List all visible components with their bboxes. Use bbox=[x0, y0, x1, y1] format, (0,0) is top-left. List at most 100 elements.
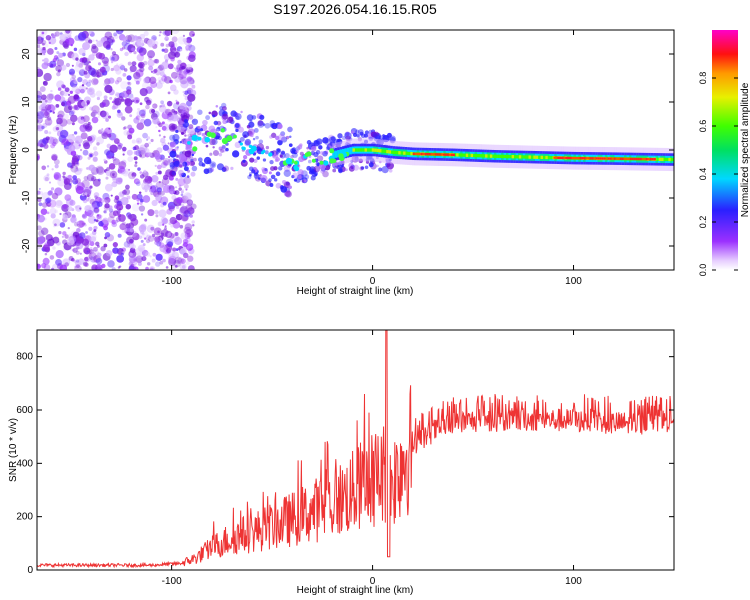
heatmap-cell bbox=[115, 68, 122, 75]
heatmap-cell bbox=[89, 198, 96, 205]
heatmap-cell bbox=[668, 157, 671, 162]
heatmap-cell bbox=[381, 149, 384, 153]
heatmap-cell bbox=[101, 132, 109, 140]
heatmap-cell bbox=[75, 259, 80, 263]
heatmap-cell bbox=[74, 135, 83, 144]
heatmap-cell bbox=[62, 258, 71, 267]
heatmap-cell bbox=[285, 157, 293, 165]
heatmap-cell bbox=[96, 74, 100, 78]
heatmap-cell bbox=[89, 154, 93, 158]
heatmap-cell bbox=[92, 78, 99, 85]
spectrogram-y-ticks: -20 -10 0 10 20 bbox=[21, 48, 674, 253]
heatmap-cell bbox=[138, 144, 148, 153]
heatmap-cell bbox=[555, 156, 558, 159]
heatmap-cell bbox=[205, 115, 211, 121]
heatmap-cell bbox=[81, 222, 85, 226]
heatmap-cell bbox=[163, 135, 166, 139]
heatmap-cell bbox=[77, 31, 87, 41]
heatmap-cell bbox=[88, 226, 93, 232]
heatmap-cell bbox=[311, 158, 316, 163]
heatmap-cell bbox=[212, 114, 216, 118]
heatmap-cell bbox=[166, 100, 173, 107]
heatmap-cell bbox=[160, 100, 164, 105]
heatmap-cell bbox=[41, 42, 45, 46]
heatmap-cell bbox=[589, 157, 592, 160]
heatmap-cell bbox=[147, 235, 155, 242]
heatmap-cell bbox=[114, 80, 120, 85]
heatmap-cell bbox=[559, 156, 562, 160]
heatmap-cell bbox=[177, 59, 182, 65]
heatmap-cell bbox=[149, 267, 154, 270]
heatmap-cell bbox=[304, 174, 310, 180]
heatmap-cell bbox=[44, 43, 49, 48]
heatmap-cell bbox=[150, 109, 156, 114]
heatmap-cell bbox=[132, 175, 136, 179]
heatmap-cell bbox=[661, 157, 664, 162]
heatmap-cell bbox=[320, 151, 324, 155]
heatmap-cell bbox=[102, 40, 111, 49]
snr-panel: 0 200 400 600 800 -100 0 100 Height of straigh… bbox=[8, 329, 675, 596]
heatmap-cell bbox=[133, 150, 138, 155]
heatmap-cell bbox=[148, 65, 154, 71]
heatmap-cell bbox=[354, 148, 358, 152]
heatmap-cell bbox=[127, 168, 131, 171]
heatmap-cell bbox=[69, 199, 76, 206]
heatmap-cell bbox=[348, 165, 355, 172]
heatmap-cell bbox=[122, 126, 126, 130]
heatmap-cell bbox=[93, 207, 100, 213]
heatmap-cell bbox=[400, 151, 404, 155]
heatmap-cell bbox=[280, 186, 288, 193]
heatmap-cell bbox=[420, 152, 423, 156]
heatmap-cell bbox=[643, 157, 646, 161]
heatmap-cell bbox=[202, 119, 208, 126]
heatmap-cell bbox=[60, 64, 67, 71]
heatmap-cell bbox=[119, 65, 126, 71]
heatmap-cell bbox=[112, 158, 120, 166]
heatmap-cell bbox=[152, 117, 160, 125]
heatmap-cell bbox=[118, 95, 123, 101]
heatmap-cell bbox=[110, 56, 115, 61]
heatmap-cell bbox=[37, 67, 41, 72]
heatmap-cell bbox=[275, 182, 282, 189]
heatmap-cell bbox=[84, 241, 90, 248]
heatmap-cell bbox=[137, 261, 142, 266]
heatmap-cell bbox=[82, 115, 90, 123]
heatmap-cell bbox=[239, 142, 243, 146]
heatmap-cell bbox=[123, 130, 130, 136]
heatmap-cell bbox=[91, 77, 99, 86]
heatmap-cell bbox=[139, 174, 145, 179]
heatmap-cell bbox=[65, 198, 74, 206]
heatmap-cell bbox=[73, 47, 78, 52]
heatmap-cell bbox=[151, 199, 158, 207]
heatmap-cell bbox=[76, 227, 81, 233]
heatmap-cell bbox=[251, 115, 257, 120]
heatmap-cell bbox=[102, 102, 106, 107]
heatmap-cell bbox=[398, 151, 401, 155]
heatmap-cell bbox=[41, 62, 49, 70]
heatmap-cell bbox=[360, 166, 365, 170]
heatmap-cell bbox=[64, 262, 69, 267]
heatmap-cell bbox=[155, 126, 158, 129]
heatmap-cell bbox=[258, 139, 264, 144]
heatmap-cell bbox=[53, 171, 61, 179]
heatmap-cell bbox=[37, 111, 45, 120]
heatmap-cell bbox=[85, 167, 89, 170]
heatmap-cell bbox=[172, 247, 177, 252]
heatmap-cell bbox=[149, 266, 156, 270]
heatmap-cell bbox=[70, 216, 77, 223]
heatmap-cell bbox=[143, 60, 148, 66]
heatmap-cell bbox=[120, 252, 124, 256]
heatmap-cell bbox=[76, 168, 80, 172]
heatmap-cell bbox=[487, 154, 491, 158]
heatmap-cell bbox=[72, 78, 76, 82]
heatmap-cell bbox=[115, 91, 120, 96]
heatmap-cell bbox=[145, 104, 150, 110]
heatmap-cell bbox=[97, 62, 101, 66]
heatmap-cell bbox=[403, 151, 406, 155]
heatmap-cell bbox=[190, 161, 196, 166]
heatmap-cell bbox=[95, 165, 104, 174]
heatmap-cell bbox=[665, 157, 669, 162]
heatmap-cell bbox=[290, 154, 294, 159]
heatmap-cell bbox=[112, 156, 115, 159]
heatmap-cell bbox=[81, 118, 85, 122]
